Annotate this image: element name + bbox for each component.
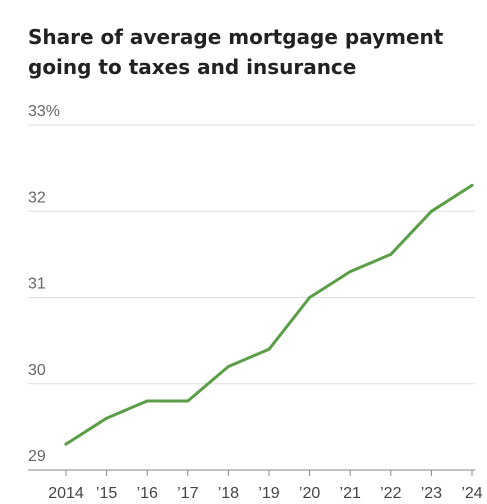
y-tick-label-30: 30: [28, 362, 46, 379]
data-point-2020: [308, 296, 312, 299]
data-point-2015: [105, 416, 109, 420]
y-tick-label-33: 33%: [28, 103, 60, 120]
data-point-2024: [470, 183, 474, 187]
data-point-2023: [429, 209, 433, 213]
gridlines: [28, 124, 475, 385]
x-tick-label-2018: ’18: [218, 485, 239, 502]
x-tick-label-2021: ’21: [340, 485, 361, 502]
y-tick-label-31: 31: [28, 276, 46, 293]
data-point-2018: [226, 365, 230, 368]
series-line-0: [64, 183, 474, 446]
data-point-2016: [145, 399, 149, 403]
x-tick-label-2014: 2014: [48, 485, 84, 502]
data-point-2017: [186, 399, 190, 403]
x-tick-label-2023: ’23: [421, 485, 442, 502]
y-tick-label-29: 29: [28, 448, 46, 465]
data-point-2014: [64, 442, 68, 446]
chart-title: Share of average mortgage payment going …: [28, 25, 444, 79]
series-layer: [64, 183, 474, 446]
x-tick-label-2020: ’20: [299, 485, 320, 502]
data-point-2019: [267, 347, 271, 351]
x-axis: 2014 ’15 ’16 ’17 ’18 ’19 ’20 ’21 ’22 ’23 ’24: [28, 469, 483, 502]
x-tick-label-2024: ’24: [461, 485, 482, 502]
x-tick-label-2019: ’19: [258, 485, 279, 502]
y-tick-labels: 29 30 31 32 33%: [28, 103, 60, 465]
data-point-2021: [348, 270, 352, 274]
data-point-2022: [389, 252, 393, 256]
y-tick-label-32: 32: [28, 189, 46, 206]
x-tick-label-2017: ’17: [177, 485, 198, 502]
x-tick-label-2016: ’16: [137, 485, 158, 502]
x-tick-label-2022: ’22: [380, 485, 401, 502]
x-tick-label-2015: ’15: [96, 485, 117, 502]
